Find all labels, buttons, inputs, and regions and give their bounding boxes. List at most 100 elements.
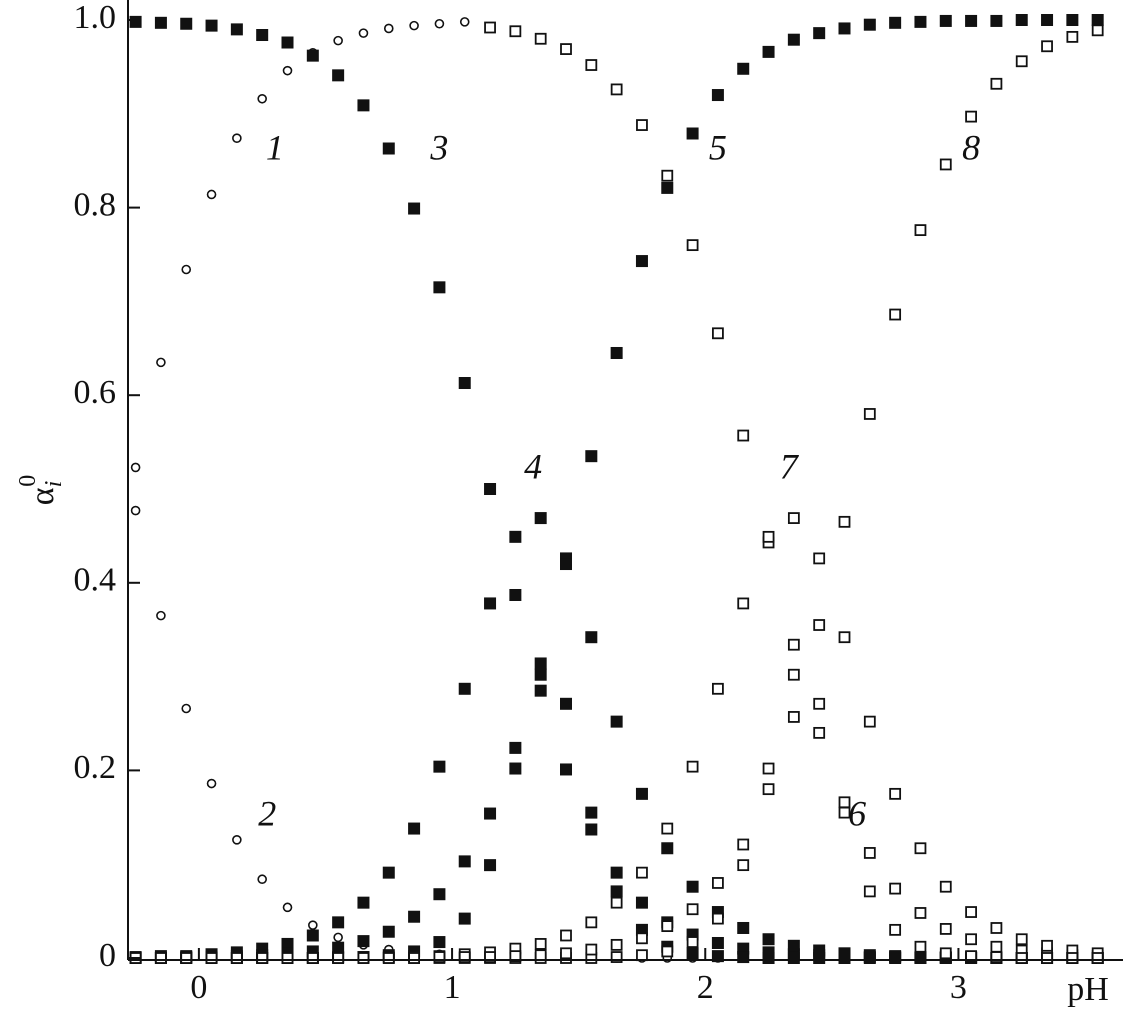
point — [635, 896, 648, 909]
x-tick-label: 2 — [697, 969, 714, 1006]
point — [484, 951, 496, 963]
point — [433, 281, 446, 294]
point — [787, 939, 800, 952]
point — [382, 952, 395, 964]
point — [232, 133, 242, 143]
point — [433, 951, 446, 963]
point — [585, 823, 598, 836]
point — [990, 940, 1003, 953]
point — [256, 952, 269, 964]
point — [534, 684, 547, 697]
point — [560, 763, 573, 776]
point — [838, 631, 851, 644]
point — [534, 949, 547, 962]
point — [610, 938, 623, 951]
point — [990, 951, 1003, 963]
point — [914, 907, 927, 919]
point — [762, 45, 775, 58]
point — [129, 15, 142, 28]
point — [484, 21, 496, 34]
point — [661, 822, 674, 835]
point — [712, 912, 724, 925]
point — [433, 760, 446, 773]
point — [813, 619, 826, 631]
point — [534, 668, 547, 681]
point — [382, 866, 395, 879]
y-tick-label: 0.4 — [74, 562, 117, 599]
y-label-sup: 0 — [15, 475, 41, 487]
point — [306, 952, 319, 964]
curve-label: 3 — [429, 128, 448, 168]
point — [1091, 14, 1104, 26]
point — [762, 952, 775, 964]
y-label-sub: i — [41, 481, 67, 488]
y-tick-label: 0 — [99, 937, 116, 974]
point — [914, 952, 927, 964]
point — [458, 912, 471, 925]
point — [838, 806, 851, 819]
point — [610, 715, 623, 728]
point — [762, 783, 775, 796]
point — [585, 59, 598, 71]
point — [889, 882, 902, 895]
point — [434, 18, 445, 29]
point — [762, 530, 775, 543]
point — [333, 35, 343, 46]
y-tick-label: 0.8 — [74, 186, 117, 223]
point — [965, 110, 977, 123]
point — [534, 938, 547, 950]
point — [661, 920, 674, 933]
x-tick-label: 3 — [950, 969, 967, 1006]
point — [635, 255, 648, 268]
point — [332, 952, 345, 964]
x-tick-label: 1 — [444, 969, 461, 1006]
point — [965, 906, 977, 918]
point — [509, 950, 522, 963]
point — [509, 25, 522, 38]
point — [787, 638, 800, 651]
point — [282, 65, 293, 76]
point — [762, 933, 775, 946]
point — [737, 921, 750, 934]
point — [813, 952, 826, 964]
point — [1066, 14, 1079, 26]
point — [509, 762, 522, 775]
point — [661, 181, 674, 194]
point — [889, 16, 902, 29]
point — [585, 916, 598, 929]
point — [306, 929, 319, 942]
point — [383, 23, 394, 34]
point — [332, 69, 345, 82]
point — [990, 77, 1003, 90]
point — [636, 949, 648, 962]
point — [787, 711, 800, 723]
point — [787, 512, 800, 524]
point — [889, 923, 902, 936]
point — [686, 239, 699, 252]
point — [686, 947, 699, 960]
point — [712, 682, 724, 695]
point — [332, 916, 345, 929]
point — [509, 530, 522, 543]
point — [889, 952, 902, 964]
point — [130, 505, 141, 516]
point — [787, 33, 800, 46]
curve-label: 2 — [258, 794, 276, 834]
point — [409, 20, 419, 31]
point — [712, 327, 724, 340]
y-tick-label: 0.6 — [74, 374, 117, 411]
point — [560, 929, 572, 942]
point — [686, 127, 699, 140]
point — [787, 952, 800, 964]
point — [408, 822, 421, 835]
point — [357, 896, 370, 909]
point — [534, 657, 547, 670]
point — [156, 610, 166, 621]
point — [636, 119, 648, 131]
point — [1041, 14, 1054, 26]
point — [686, 880, 699, 893]
point — [357, 952, 370, 964]
point — [484, 859, 497, 872]
point — [256, 29, 269, 42]
